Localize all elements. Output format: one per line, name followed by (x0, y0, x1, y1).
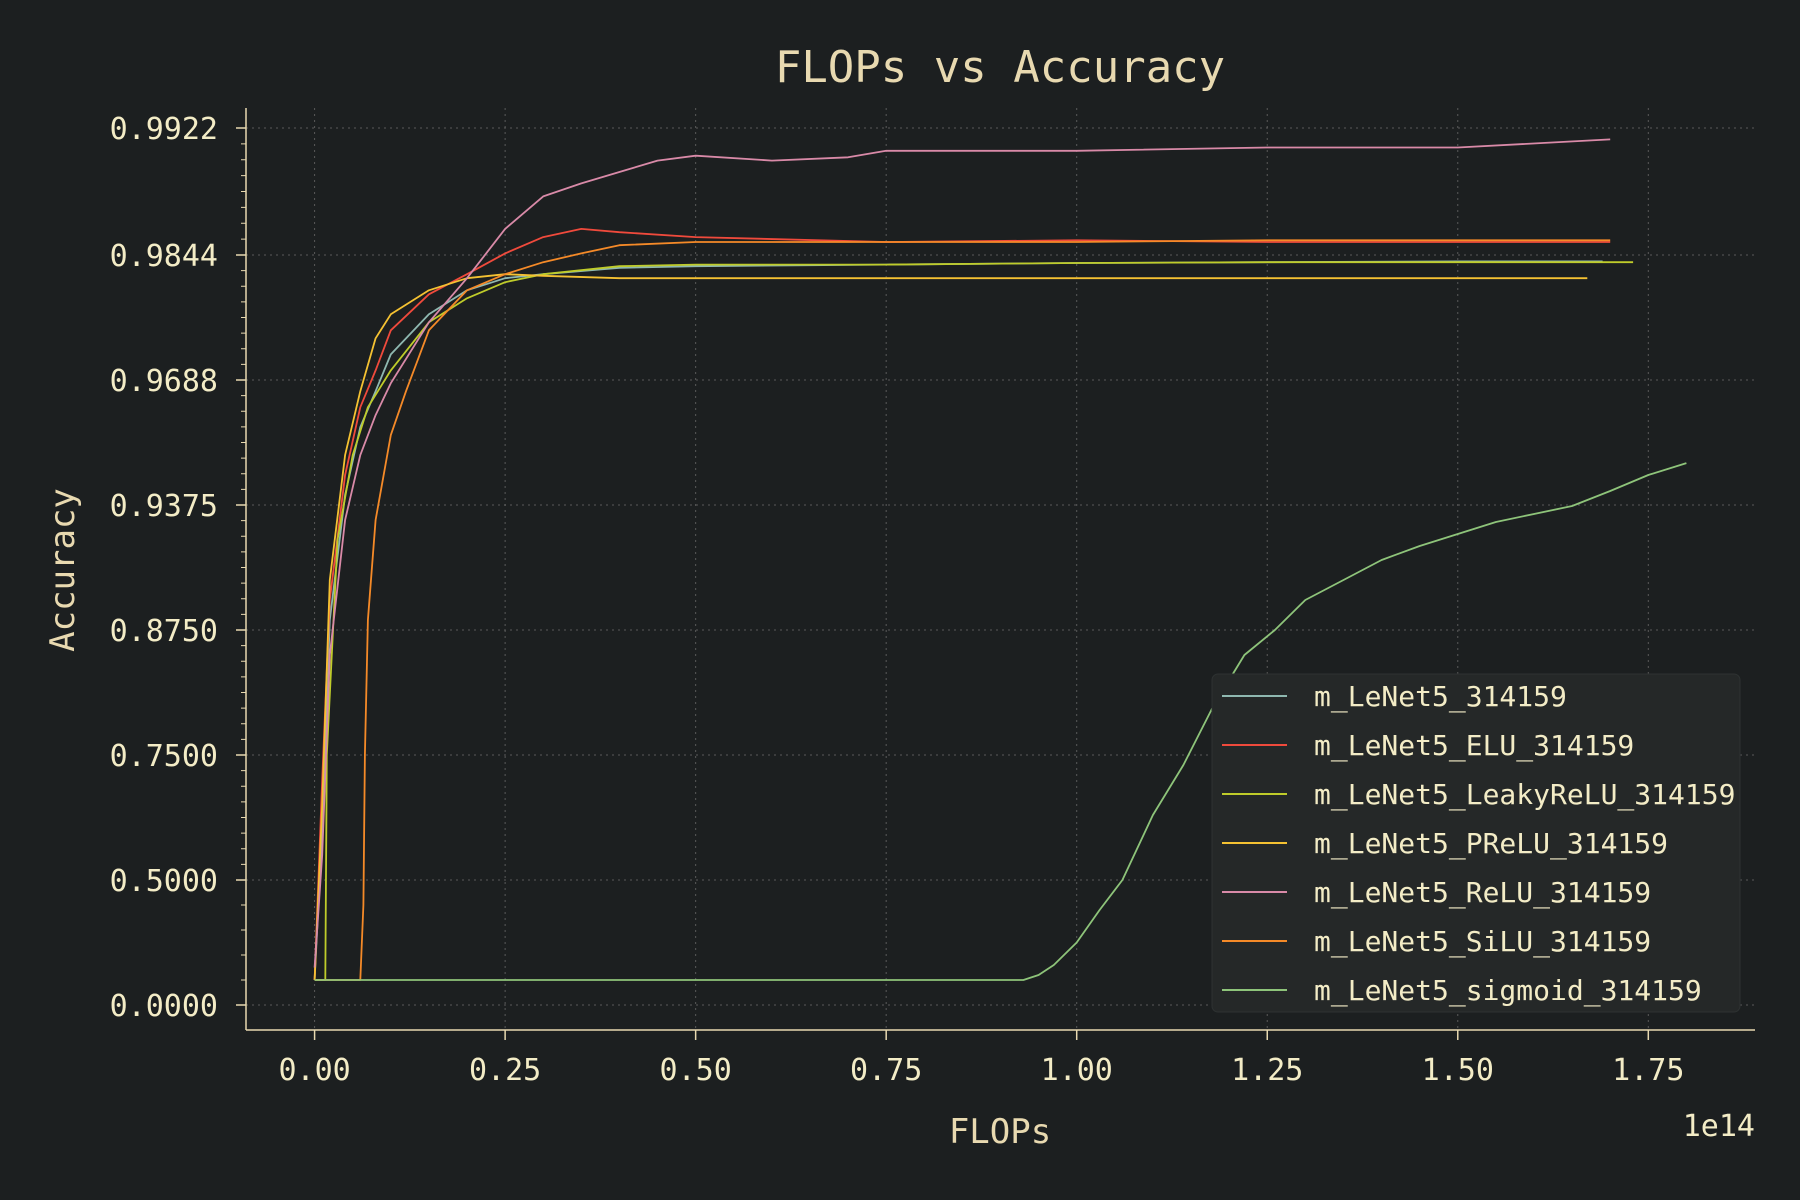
x-tick-label: 1.25 (1231, 1053, 1303, 1088)
x-tick-label: 0.25 (469, 1053, 541, 1088)
legend-box (1211, 673, 1741, 1013)
y-tick-label: 0.9688 (110, 364, 218, 399)
legend-entry-label: m_LeNet5_SiLU_314159 (1314, 925, 1651, 959)
y-tick-label: 0.0000 (110, 989, 218, 1024)
x-tick-label: 0.75 (850, 1053, 922, 1088)
chart-title: FLOPs vs Accuracy (775, 42, 1225, 93)
legend-entry-label: m_LeNet5_sigmoid_314159 (1314, 974, 1702, 1008)
legend-entry-label: m_LeNet5_ELU_314159 (1314, 729, 1634, 763)
y-axis-label: Accuracy (43, 488, 83, 652)
series-line (313, 138, 1611, 968)
x-tick-label: 1.75 (1612, 1053, 1684, 1088)
x-tick-label: 1.50 (1422, 1053, 1494, 1088)
series-line (313, 228, 1611, 981)
series-line (314, 261, 1634, 981)
ticks: 0.00 0.25 0.50 0.75 1.00 1.25 1.50 1.75 0.0000 0.… (110, 112, 1685, 1088)
series-line (314, 462, 1687, 981)
legend-entry-label: m_LeNet5_ReLU_314159 (1314, 876, 1651, 910)
y-tick-label: 0.7500 (110, 739, 218, 774)
legend: m_LeNet5_314159 m_LeNet5_ELU_314159 m_LeNe… (1211, 673, 1741, 1013)
y-tick-label: 0.5000 (110, 864, 218, 899)
x-tick-label: 0.00 (278, 1053, 350, 1088)
y-tick-label: 0.9922 (110, 112, 218, 147)
y-tick-label: 0.8750 (110, 614, 218, 649)
y-tick-label: 0.9844 (110, 239, 218, 274)
series-lines (313, 138, 1687, 981)
legend-entry-label: m_LeNet5_314159 (1314, 680, 1567, 714)
x-offset-label: 1e14 (1683, 1109, 1755, 1144)
x-axis-label: FLOPs (949, 1112, 1051, 1152)
legend-entry-label: m_LeNet5_LeakyReLU_314159 (1314, 778, 1735, 812)
axes (245, 108, 1755, 1031)
x-tick-label: 1.00 (1041, 1053, 1113, 1088)
y-tick-label: 0.9375 (110, 489, 218, 524)
series-line (313, 273, 1588, 981)
series-line (314, 239, 1611, 981)
legend-entry-label: m_LeNet5_PReLU_314159 (1314, 827, 1668, 861)
x-tick-label: 0.50 (660, 1053, 732, 1088)
